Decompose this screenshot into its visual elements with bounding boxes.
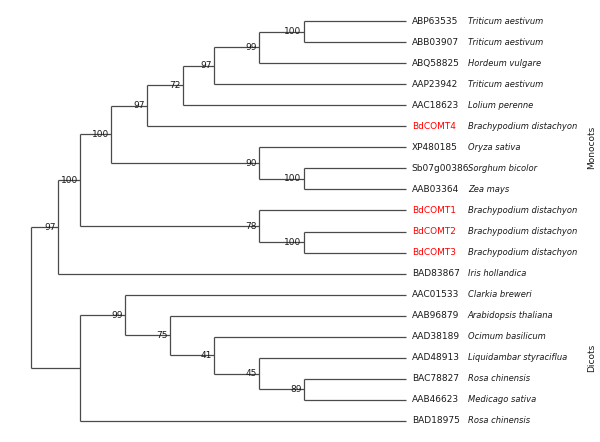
Text: Zea mays: Zea mays: [468, 185, 509, 194]
Text: Arabidopsis thaliana: Arabidopsis thaliana: [468, 311, 553, 320]
Text: AAP23942: AAP23942: [412, 80, 458, 89]
Text: BdCOMT3: BdCOMT3: [412, 248, 456, 257]
Text: Iris hollandica: Iris hollandica: [468, 269, 526, 278]
Text: 100: 100: [284, 175, 301, 183]
Text: BdCOMT1: BdCOMT1: [412, 206, 456, 215]
Text: Sorghum bicolor: Sorghum bicolor: [468, 164, 537, 173]
Text: Brachypodium distachyon: Brachypodium distachyon: [468, 248, 577, 257]
Text: 75: 75: [156, 331, 167, 340]
Text: BAD18975: BAD18975: [412, 416, 460, 426]
Text: AAD48913: AAD48913: [412, 353, 460, 362]
Text: 100: 100: [284, 237, 301, 247]
Text: BAC78827: BAC78827: [412, 374, 459, 383]
Text: 100: 100: [92, 130, 109, 139]
Text: 97: 97: [44, 222, 56, 232]
Text: Oryza sativa: Oryza sativa: [468, 143, 520, 152]
Text: ABB03907: ABB03907: [412, 38, 459, 46]
Text: 99: 99: [111, 311, 122, 320]
Text: ABP63535: ABP63535: [412, 16, 458, 26]
Text: 100: 100: [284, 27, 301, 36]
Text: 72: 72: [169, 81, 181, 90]
Text: Monocots: Monocots: [587, 126, 596, 169]
Text: AAB96879: AAB96879: [412, 311, 459, 320]
Text: 100: 100: [61, 176, 78, 185]
Text: BdCOMT4: BdCOMT4: [412, 122, 456, 131]
Text: AAB46623: AAB46623: [412, 396, 459, 404]
Text: Lolium perenne: Lolium perenne: [468, 101, 533, 110]
Text: Brachypodium distachyon: Brachypodium distachyon: [468, 227, 577, 236]
Text: BdCOMT2: BdCOMT2: [412, 227, 456, 236]
Text: Triticum aestivum: Triticum aestivum: [468, 16, 543, 26]
Text: BAD83867: BAD83867: [412, 269, 460, 278]
Text: XP480185: XP480185: [412, 143, 458, 152]
Text: ABQ58825: ABQ58825: [412, 59, 460, 68]
Text: 45: 45: [245, 369, 257, 378]
Text: Dicots: Dicots: [587, 344, 596, 372]
Text: 90: 90: [245, 159, 257, 168]
Text: Ocimum basilicum: Ocimum basilicum: [468, 332, 545, 341]
Text: Rosa chinensis: Rosa chinensis: [468, 416, 530, 426]
Text: 78: 78: [245, 222, 257, 231]
Text: AAD38189: AAD38189: [412, 332, 460, 341]
Text: Medicago sativa: Medicago sativa: [468, 396, 536, 404]
Text: 97: 97: [133, 101, 145, 110]
Text: Liquidambar styraciflua: Liquidambar styraciflua: [468, 353, 567, 362]
Text: Brachypodium distachyon: Brachypodium distachyon: [468, 122, 577, 131]
Text: Clarkia breweri: Clarkia breweri: [468, 290, 532, 299]
Text: 89: 89: [290, 385, 301, 394]
Text: 41: 41: [200, 351, 212, 360]
Text: Triticum aestivum: Triticum aestivum: [468, 80, 543, 89]
Text: 97: 97: [200, 61, 212, 70]
Text: 99: 99: [245, 43, 257, 52]
Text: AAB03364: AAB03364: [412, 185, 459, 194]
Text: Sb07g00386: Sb07g00386: [412, 164, 469, 173]
Text: Brachypodium distachyon: Brachypodium distachyon: [468, 206, 577, 215]
Text: Hordeum vulgare: Hordeum vulgare: [468, 59, 541, 68]
Text: AAC18623: AAC18623: [412, 101, 459, 110]
Text: Rosa chinensis: Rosa chinensis: [468, 374, 530, 383]
Text: Triticum aestivum: Triticum aestivum: [468, 38, 543, 46]
Text: AAC01533: AAC01533: [412, 290, 459, 299]
